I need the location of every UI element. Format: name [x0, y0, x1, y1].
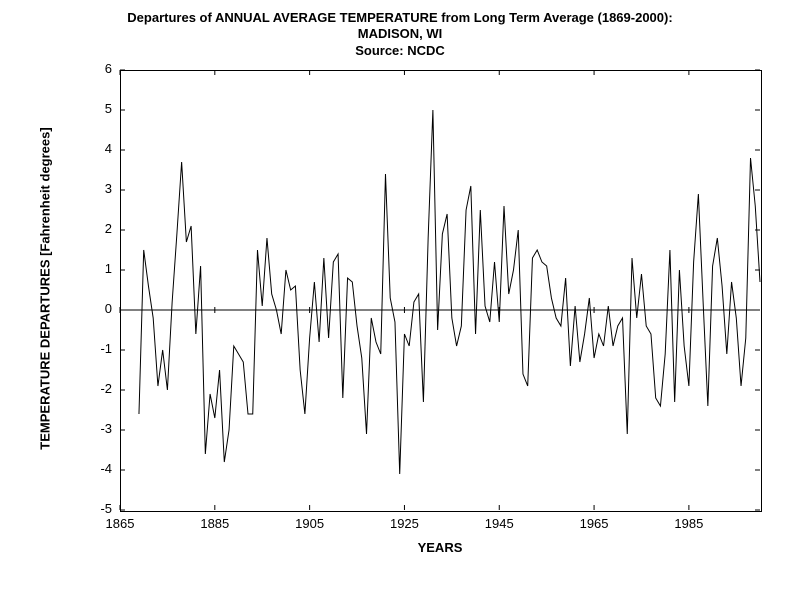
y-tick-label: -4	[80, 461, 112, 476]
x-tick-label: 1885	[190, 516, 240, 531]
x-tick-label: 1925	[379, 516, 429, 531]
y-tick-label: -2	[80, 381, 112, 396]
y-tick-label: 5	[80, 101, 112, 116]
chart-container: Departures of ANNUAL AVERAGE TEMPERATURE…	[0, 0, 800, 600]
y-tick-label: -3	[80, 421, 112, 436]
y-tick-label: -5	[80, 501, 112, 516]
y-axis-label: TEMPERATURE DEPARTURES [Fahrenheit degre…	[38, 89, 53, 489]
y-tick-label: -1	[80, 341, 112, 356]
x-tick-label: 1905	[285, 516, 335, 531]
data-line	[139, 110, 760, 474]
y-tick-label: 6	[80, 61, 112, 76]
y-tick-label: 4	[80, 141, 112, 156]
y-tick-label: 0	[80, 301, 112, 316]
x-tick-label: 1945	[474, 516, 524, 531]
y-tick-label: 3	[80, 181, 112, 196]
y-tick-label: 1	[80, 261, 112, 276]
x-axis-label: YEARS	[120, 540, 760, 555]
chart-svg	[0, 0, 800, 600]
x-tick-label: 1985	[664, 516, 714, 531]
y-tick-label: 2	[80, 221, 112, 236]
x-tick-label: 1965	[569, 516, 619, 531]
x-tick-label: 1865	[95, 516, 145, 531]
